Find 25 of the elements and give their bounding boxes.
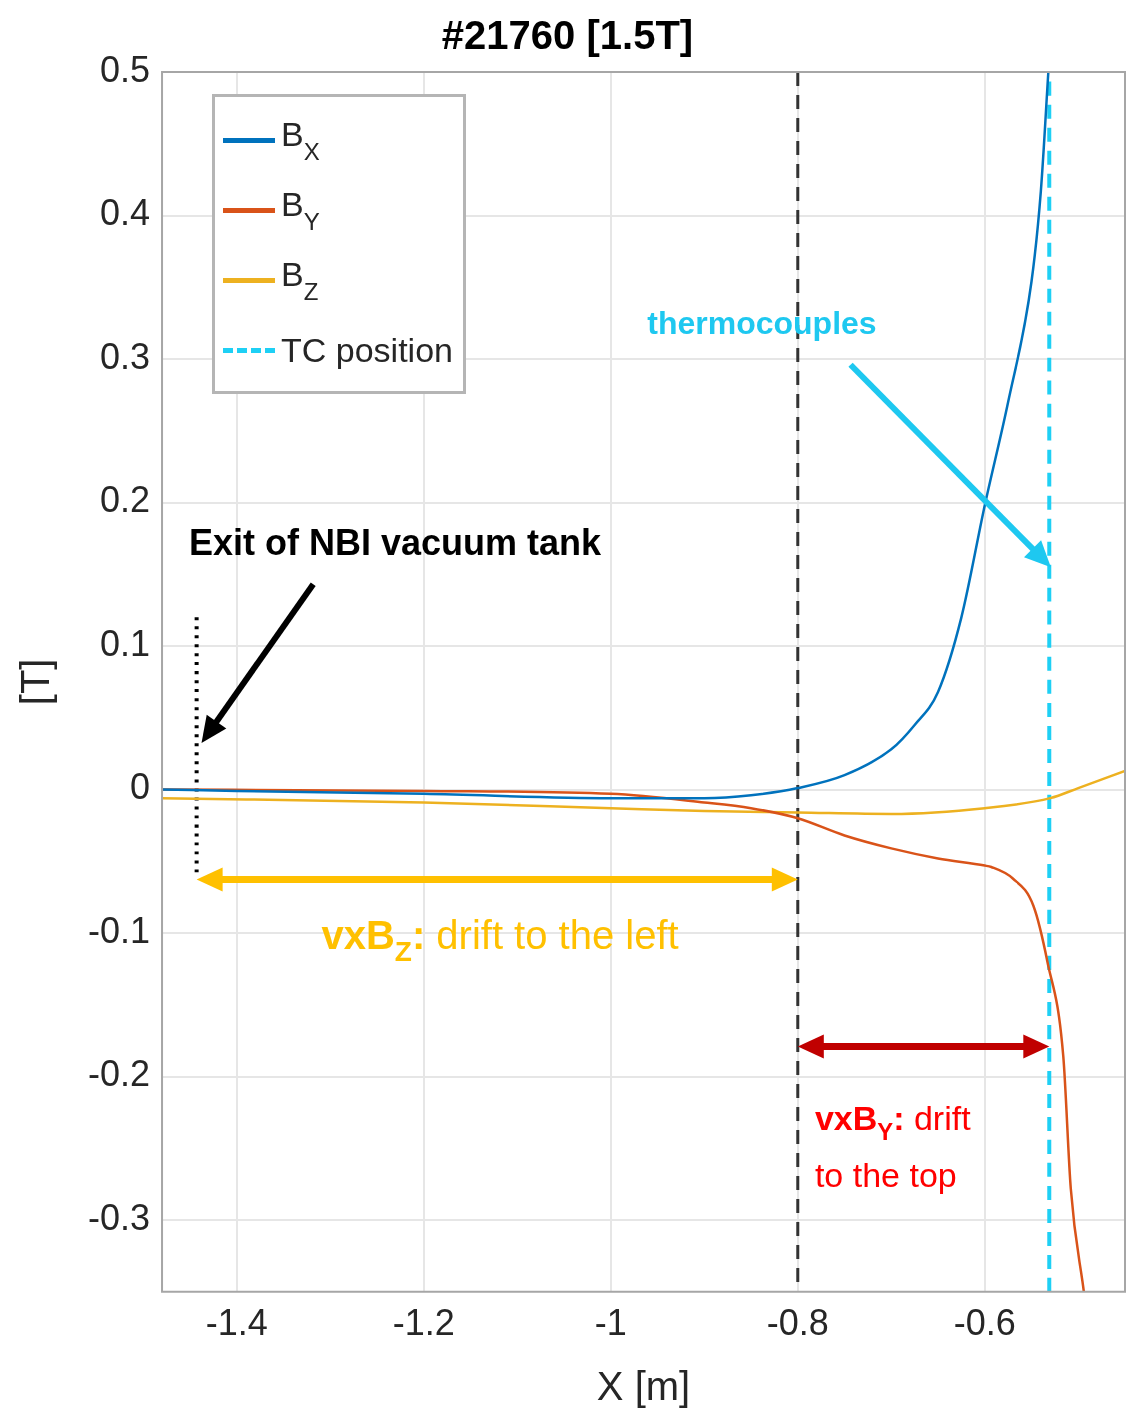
x-tick-label: -1.2 — [392, 1302, 455, 1344]
y-tick-label: 0.1 — [99, 622, 151, 664]
y-tick-label: 0.3 — [99, 335, 151, 377]
annotation: thermocouples — [647, 305, 877, 342]
y-tick-label: -0.2 — [87, 1053, 151, 1095]
chart-title: #21760 [1.5T] — [441, 13, 694, 58]
legend-label: TC position — [281, 330, 453, 370]
legend-label: B$_{Y}$ — [281, 184, 320, 236]
line-series — [162, 769, 1125, 816]
x-axis-title: X [m] — [596, 1364, 691, 1409]
y-tick-label: 0.4 — [99, 192, 151, 234]
y-tick-label: -0.1 — [87, 909, 151, 951]
x-tick-label: -1.4 — [205, 1302, 268, 1344]
legend-label: B$_{Z}$ — [281, 254, 319, 306]
y-tick-label: 0.5 — [99, 48, 151, 90]
line-series — [162, 72, 1050, 800]
y-axis-title: [T] — [13, 658, 58, 706]
x-tick-label: -0.8 — [766, 1302, 829, 1344]
y-tick-label: 0 — [130, 766, 151, 808]
y-tick-label: -0.3 — [87, 1196, 151, 1238]
y-tick-label: 0.2 — [99, 479, 151, 521]
legend-label: B$_{X}$ — [281, 114, 320, 166]
annotation: Exit of NBI vacuum tank — [189, 522, 603, 564]
x-tick-label: -1 — [594, 1302, 627, 1344]
x-tick-label: -0.6 — [953, 1302, 1016, 1344]
